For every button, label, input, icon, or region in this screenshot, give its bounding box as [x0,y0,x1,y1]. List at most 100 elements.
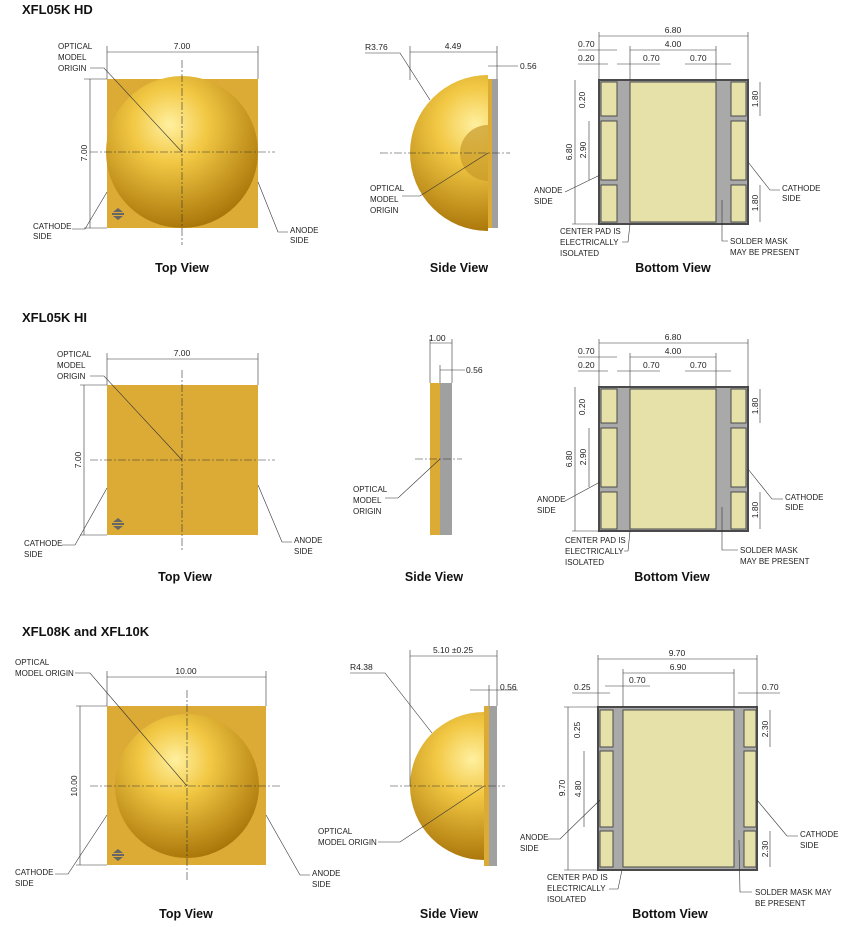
dim-offset-vertical: 0.25 [572,721,582,738]
bottom-view: 6.80 4.00 0.70 0.70 0.70 0.20 6.80 0.20 … [537,332,824,584]
dim-width: 7.00 [174,348,191,358]
anode-label: ANODE [534,186,562,195]
anode-label: SIDE [312,880,331,889]
dim-width: 6.80 [665,332,682,342]
solder-mask-note: BE PRESENT [755,899,806,908]
dim-radius: R4.38 [350,662,373,672]
dim-width: 9.70 [669,648,686,658]
section-xfl05k-hd: XFL05K HD 7.00 7.00 OPTICAL MODEL ORIGIN… [22,2,821,275]
dim-width: 5.10 ±0.25 [433,645,473,655]
top-view: 7.00 7.00 OPTICAL MODEL ORIGIN CATHODE S… [33,41,318,275]
dim-height: 6.80 [564,450,574,467]
center-pad-note: ISOLATED [547,895,586,904]
origin-label: OPTICAL [58,42,93,51]
origin-label: ORIGIN [57,372,86,381]
origin-label: MODEL ORIGIN [15,669,74,678]
cathode-label: CATHODE [15,868,54,877]
dim-mid-pad: 4.80 [573,780,583,797]
center-pad-note: CENTER PAD IS [560,227,621,236]
side-view: 1.00 0.56 OPTICAL MODEL ORIGIN Side View [353,333,483,584]
dim-center: 4.00 [665,346,682,356]
side-view-caption: Side View [420,907,478,921]
solder-mask-note: SOLDER MASK MAY [755,888,832,897]
dim-pad-top: 1.80 [750,397,760,414]
dim-height: 10.00 [69,775,79,797]
anode-label: ANODE [290,226,318,235]
solder-mask-note: SOLDER MASK [730,237,788,246]
top-view: 10.00 10.00 OPTICAL MODEL ORIGIN CATHODE… [15,658,340,921]
dim-offset-vertical: 0.20 [577,91,587,108]
cathode-label: CATHODE [33,222,72,231]
anode-label: SIDE [520,844,539,853]
cathode-label: CATHODE [24,539,63,548]
bottom-view: 9.70 6.90 0.70 0.25 0.70 9.70 0.25 4.80 … [520,648,839,921]
center-pad [622,709,735,868]
solder-mask-note: MAY BE PRESENT [730,248,800,257]
top-view-caption: Top View [155,261,209,275]
center-pad-note: ELECTRICALLY [547,884,606,893]
dim-gap-right: 0.70 [690,360,707,370]
dim-pad-bottom: 1.80 [750,501,760,518]
dim-gap-left: 0.70 [643,360,660,370]
dome-profile [410,75,488,231]
center-pad-note: ISOLATED [560,249,599,258]
dim-center: 4.00 [665,39,682,49]
origin-label: MODEL [57,361,86,370]
cathode-label: CATHODE [800,830,839,839]
dim-width: 7.00 [174,41,191,51]
cathode-label: SIDE [800,841,819,850]
dim-height: 7.00 [73,451,83,468]
center-pad [629,388,717,530]
bottom-view-caption: Bottom View [632,907,708,921]
polarity-arrows-icon [112,849,124,861]
dim-radius: R3.76 [365,42,388,52]
dim-gap-left: 0.70 [629,675,646,685]
origin-label: ORIGIN [58,64,87,73]
dim-offset: 0.20 [578,53,595,63]
dim-substrate: 0.56 [500,682,517,692]
side-view: 4.49 0.56 R3.76 OPTICAL MODEL ORIGIN Sid… [365,41,537,275]
origin-label: MODEL [370,195,399,204]
dim-substrate: 0.56 [520,61,537,71]
dim-width: 6.80 [665,25,682,35]
section-title: XFL08K and XFL10K [22,624,150,639]
origin-label: OPTICAL [57,350,92,359]
side-view-caption: Side View [405,570,463,584]
origin-label: OPTICAL [15,658,50,667]
anode-label: SIDE [537,506,556,515]
center-pad-note: ELECTRICALLY [565,547,624,556]
section-title: XFL05K HI [22,310,87,325]
anode-label: ANODE [537,495,565,504]
cathode-label: SIDE [15,879,34,888]
dim-offset: 0.25 [574,682,591,692]
cathode-label: SIDE [785,503,804,512]
cathode-label: SIDE [782,194,801,203]
bottom-view-caption: Bottom View [634,570,710,584]
anode-label: SIDE [294,547,313,556]
origin-label: MODEL ORIGIN [318,838,377,847]
origin-label: OPTICAL [370,184,405,193]
polarity-arrows-icon [112,208,124,220]
solder-mask-note: MAY BE PRESENT [740,557,810,566]
cathode-label: CATHODE [785,493,824,502]
center-pad-note: CENTER PAD IS [565,536,626,545]
dim-gap-left: 0.70 [643,53,660,63]
origin-label: OPTICAL [353,485,388,494]
dim-width: 1.00 [429,333,446,343]
side-view-caption: Side View [430,261,488,275]
origin-label: OPTICAL [318,827,353,836]
dim-height: 6.80 [564,143,574,160]
dim-edge: 0.70 [578,346,595,356]
origin-label: ORIGIN [370,206,399,215]
dim-gap-right: 0.70 [690,53,707,63]
dim-offset: 0.20 [578,360,595,370]
origin-label: MODEL [353,496,382,505]
top-view-caption: Top View [159,907,213,921]
dim-height: 7.00 [79,144,89,161]
side-view: 5.10 ±0.25 0.56 R4.38 OPTICAL MODEL ORIG… [318,645,518,921]
dim-width: 10.00 [175,666,197,676]
top-view: 7.00 7.00 OPTICAL MODEL ORIGIN CATHODE S… [24,348,322,584]
top-view-caption: Top View [158,570,212,584]
anode-label: ANODE [520,833,548,842]
